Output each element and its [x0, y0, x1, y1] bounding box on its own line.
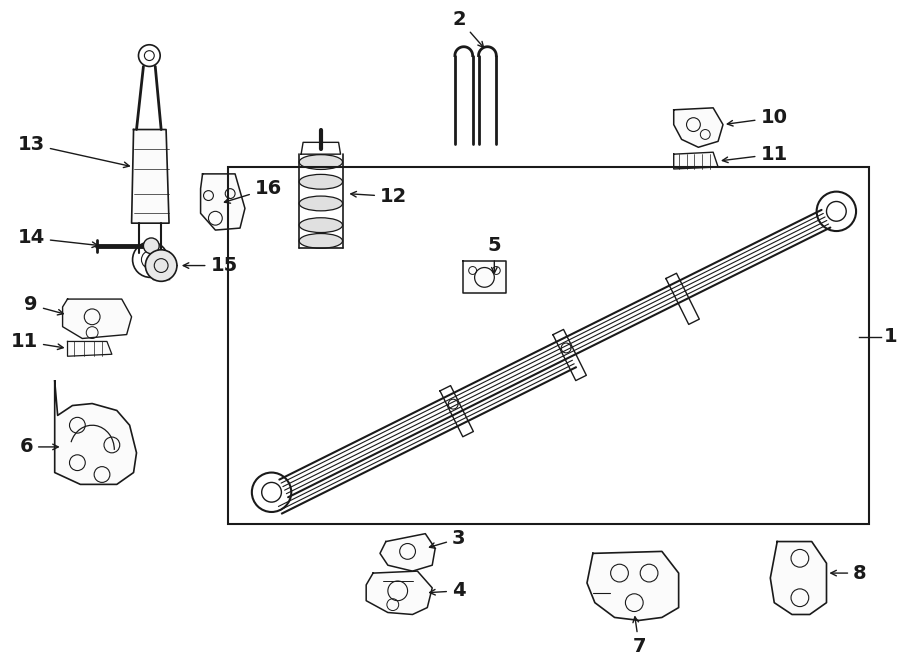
Polygon shape	[68, 342, 112, 356]
Text: 11: 11	[11, 332, 63, 351]
Polygon shape	[201, 174, 245, 230]
Circle shape	[146, 250, 177, 282]
Polygon shape	[63, 299, 131, 338]
Polygon shape	[380, 533, 436, 571]
Polygon shape	[131, 130, 169, 223]
Polygon shape	[55, 381, 137, 485]
Polygon shape	[463, 260, 506, 293]
Ellipse shape	[299, 233, 343, 249]
Polygon shape	[674, 152, 718, 169]
Bar	[229, 167, 868, 524]
Polygon shape	[674, 108, 723, 147]
Text: 7: 7	[633, 617, 646, 656]
Text: 14: 14	[18, 229, 98, 247]
Text: 15: 15	[184, 256, 238, 275]
Ellipse shape	[299, 175, 343, 189]
Ellipse shape	[299, 196, 343, 211]
Text: 13: 13	[18, 135, 130, 167]
Text: 10: 10	[727, 108, 788, 127]
Polygon shape	[587, 551, 679, 621]
Text: 11: 11	[723, 145, 788, 164]
Ellipse shape	[299, 155, 343, 169]
Text: 5: 5	[488, 237, 501, 273]
Text: 1: 1	[884, 327, 897, 346]
Text: 9: 9	[24, 295, 63, 315]
Text: 16: 16	[224, 179, 282, 203]
Text: 2: 2	[452, 10, 483, 48]
Text: 4: 4	[429, 581, 465, 600]
Ellipse shape	[299, 217, 343, 233]
Polygon shape	[366, 571, 432, 615]
Polygon shape	[770, 541, 826, 615]
Text: 3: 3	[429, 529, 465, 549]
Text: 12: 12	[351, 187, 407, 206]
Circle shape	[143, 238, 159, 254]
Text: 8: 8	[831, 564, 867, 582]
Text: 6: 6	[20, 438, 58, 457]
